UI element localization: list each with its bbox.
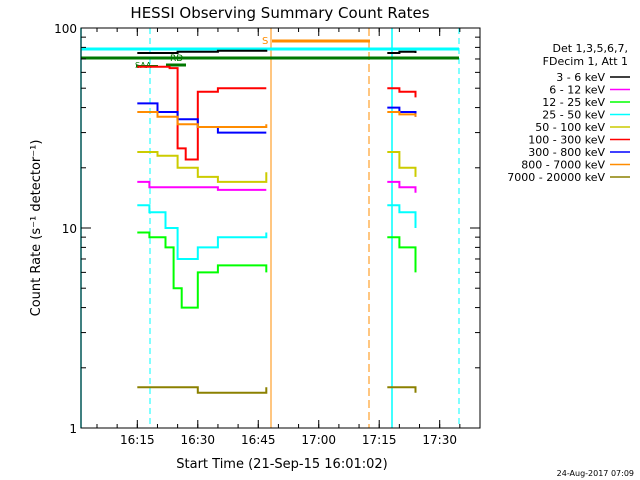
legend-label-0: 3 - 6 keV — [556, 71, 605, 84]
series-line-0-0 — [137, 49, 268, 54]
legend-label-1: 6 - 12 keV — [549, 84, 605, 97]
x-tick-label-1: 16:30 — [180, 433, 215, 447]
legend-header-2: FDecim 1, Att 1 — [543, 55, 628, 68]
series-line-7-0 — [137, 111, 268, 128]
series-line-4-0 — [137, 151, 268, 183]
series-line-8-0 — [137, 386, 268, 394]
y-tick-label-1: 10 — [62, 222, 77, 236]
chart-title: HESSI Observing Summary Count Rates — [130, 4, 429, 22]
series-line-2-0 — [137, 231, 268, 309]
y-tick-label-2: 100 — [54, 22, 77, 36]
axes-layer: 16:15 16:30 16:45 17:00 17:15 17:30 1 10 100 — [54, 22, 481, 447]
legend-label-3: 25 - 50 keV — [542, 109, 605, 122]
timestamp: 24-Aug-2017 07:09 — [556, 469, 634, 478]
series-line-2-1 — [387, 236, 417, 273]
series-line-5-0 — [137, 65, 267, 161]
legend-label-7: 800 - 7000 keV — [521, 159, 605, 172]
series-line-3-1 — [387, 204, 417, 228]
instrument-markers — [80, 28, 460, 428]
x-axis-label: Start Time (21-Sep-15 16:01:02) — [176, 457, 387, 472]
plot-frame — [80, 27, 481, 429]
series-layer — [137, 49, 417, 394]
series-line-3-0 — [137, 204, 268, 260]
series-line-4-1 — [387, 151, 417, 177]
series-line-8-1 — [387, 386, 417, 393]
legend-label-6: 300 - 800 keV — [528, 146, 605, 159]
x-tick-label-5: 17:30 — [422, 433, 457, 447]
flag-s: S — [262, 36, 268, 47]
series-line-7-1 — [387, 111, 417, 117]
flag-rd: RD — [170, 54, 183, 64]
legend-label-5: 100 - 300 keV — [528, 134, 605, 147]
y-axis-label: Count Rate (s⁻¹ detector⁻¹) — [29, 140, 44, 317]
x-tick-label-3: 17:00 — [301, 433, 336, 447]
legend-label-4: 50 - 100 keV — [535, 121, 605, 134]
legend-label-2: 12 - 25 keV — [542, 96, 605, 109]
series-line-6-0 — [137, 102, 267, 134]
x-tick-label-0: 16:15 — [120, 433, 155, 447]
legend-label-8: 7000 - 20000 keV — [507, 171, 605, 184]
x-tick-label-2: 16:45 — [241, 433, 276, 447]
series-line-5-1 — [387, 87, 417, 98]
legend-header-1: Det 1,3,5,6,7, — [552, 42, 628, 55]
y-tick-label-0: 1 — [69, 422, 77, 436]
series-line-0-1 — [387, 50, 417, 54]
series-line-1-1 — [387, 180, 417, 193]
series-line-1-0 — [137, 180, 267, 191]
legend: Det 1,3,5,6,7, FDecim 1, Att 1 3 - 6 keV… — [507, 42, 630, 184]
x-tick-label-4: 17:15 — [362, 433, 397, 447]
flag-saa: SAA — [135, 61, 152, 70]
